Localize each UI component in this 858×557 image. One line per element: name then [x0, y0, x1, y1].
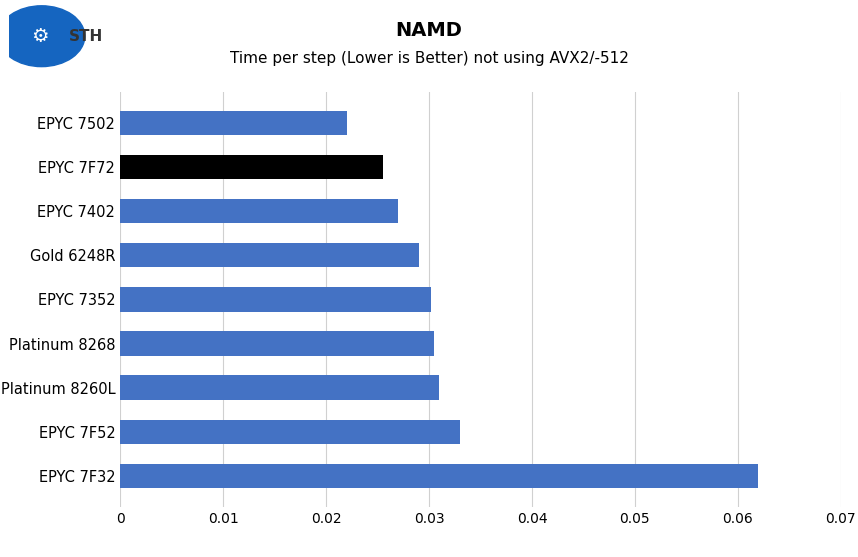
Text: STH: STH [69, 29, 103, 43]
Bar [120, 419, 460, 444]
Bar [120, 464, 758, 488]
Bar [120, 375, 439, 400]
Bar [120, 155, 383, 179]
Bar [120, 287, 431, 311]
Bar [120, 111, 347, 135]
Bar [120, 199, 398, 223]
Bar [120, 243, 419, 267]
Circle shape [0, 6, 85, 67]
Text: NAMD: NAMD [396, 21, 462, 40]
Text: Time per step (Lower is Better) not using AVX2/-512: Time per step (Lower is Better) not usin… [230, 51, 628, 66]
Text: ⚙: ⚙ [31, 27, 48, 46]
Bar [120, 331, 434, 355]
